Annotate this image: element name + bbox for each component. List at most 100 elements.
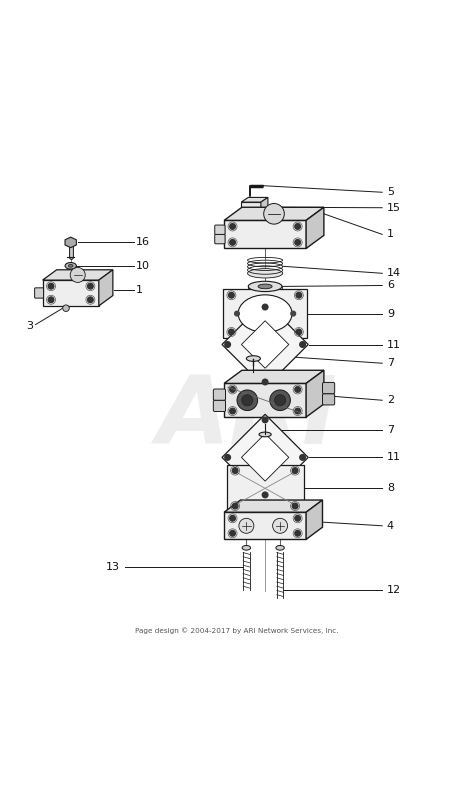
Polygon shape — [241, 197, 268, 202]
Circle shape — [237, 390, 257, 410]
Circle shape — [264, 204, 284, 224]
Circle shape — [262, 305, 268, 309]
Circle shape — [273, 518, 288, 533]
Circle shape — [232, 468, 238, 473]
Circle shape — [270, 390, 291, 410]
Circle shape — [228, 292, 234, 298]
Circle shape — [230, 516, 236, 521]
Circle shape — [295, 516, 301, 521]
Ellipse shape — [68, 264, 73, 267]
Text: 11: 11 — [387, 339, 401, 350]
Ellipse shape — [248, 281, 282, 292]
Circle shape — [291, 311, 296, 316]
Ellipse shape — [242, 545, 251, 550]
FancyBboxPatch shape — [213, 389, 226, 400]
Polygon shape — [241, 434, 289, 481]
Polygon shape — [227, 465, 303, 512]
Circle shape — [235, 311, 239, 316]
FancyBboxPatch shape — [215, 225, 225, 234]
Circle shape — [230, 387, 236, 393]
Circle shape — [262, 492, 268, 498]
Text: Page design © 2004-2017 by ARI Network Services, Inc.: Page design © 2004-2017 by ARI Network S… — [135, 627, 339, 633]
FancyBboxPatch shape — [35, 288, 44, 298]
Text: 5: 5 — [387, 187, 394, 197]
Text: 15: 15 — [387, 203, 401, 213]
Polygon shape — [65, 237, 76, 247]
Circle shape — [295, 408, 301, 414]
Ellipse shape — [247, 268, 283, 278]
Text: 6: 6 — [387, 280, 394, 291]
Circle shape — [300, 455, 305, 461]
Circle shape — [295, 531, 301, 536]
Circle shape — [274, 394, 286, 406]
Polygon shape — [306, 208, 324, 249]
Text: 12: 12 — [387, 585, 401, 595]
Polygon shape — [43, 270, 113, 280]
Text: 16: 16 — [137, 238, 150, 247]
Polygon shape — [222, 301, 308, 388]
Polygon shape — [222, 415, 308, 500]
Ellipse shape — [246, 356, 260, 361]
Text: 3: 3 — [26, 321, 33, 331]
Circle shape — [230, 531, 236, 536]
Ellipse shape — [258, 284, 272, 288]
Text: 8: 8 — [387, 483, 394, 494]
Polygon shape — [224, 221, 306, 249]
Text: 13: 13 — [106, 562, 120, 571]
Circle shape — [262, 379, 268, 385]
Polygon shape — [241, 321, 289, 368]
Polygon shape — [224, 512, 306, 540]
Circle shape — [296, 292, 301, 298]
Polygon shape — [224, 500, 322, 512]
Circle shape — [225, 342, 230, 347]
Text: 4: 4 — [387, 521, 394, 531]
Text: ARI: ARI — [156, 372, 337, 464]
Polygon shape — [99, 270, 113, 306]
Circle shape — [242, 394, 253, 406]
Circle shape — [239, 518, 254, 533]
Polygon shape — [43, 280, 99, 306]
Ellipse shape — [276, 545, 284, 550]
Text: 10: 10 — [137, 261, 150, 271]
Polygon shape — [224, 208, 324, 221]
Circle shape — [228, 329, 234, 335]
Circle shape — [88, 284, 93, 289]
Circle shape — [48, 284, 54, 289]
Circle shape — [225, 455, 230, 461]
Polygon shape — [306, 370, 324, 417]
Text: 1: 1 — [387, 229, 394, 239]
FancyBboxPatch shape — [215, 234, 225, 244]
Ellipse shape — [65, 263, 76, 269]
Circle shape — [292, 503, 298, 509]
FancyBboxPatch shape — [213, 400, 226, 411]
Circle shape — [295, 240, 301, 245]
Text: 7: 7 — [387, 358, 394, 368]
Circle shape — [230, 224, 236, 229]
Circle shape — [230, 240, 236, 245]
Circle shape — [292, 468, 298, 473]
Circle shape — [262, 417, 268, 423]
Circle shape — [63, 305, 69, 311]
Polygon shape — [261, 197, 268, 213]
Text: 7: 7 — [387, 425, 394, 435]
Text: 9: 9 — [387, 309, 394, 318]
Text: 11: 11 — [387, 452, 401, 462]
Text: 2: 2 — [387, 395, 394, 406]
Polygon shape — [223, 289, 307, 338]
Polygon shape — [224, 383, 306, 417]
Circle shape — [88, 297, 93, 302]
Polygon shape — [306, 500, 322, 540]
FancyBboxPatch shape — [322, 393, 335, 405]
Circle shape — [295, 224, 301, 229]
FancyBboxPatch shape — [322, 382, 335, 393]
Circle shape — [48, 297, 54, 302]
Circle shape — [230, 408, 236, 414]
Circle shape — [295, 387, 301, 393]
Text: 14: 14 — [387, 268, 401, 278]
Circle shape — [296, 329, 301, 335]
Text: 1: 1 — [137, 285, 143, 295]
Ellipse shape — [259, 432, 271, 437]
Circle shape — [232, 503, 238, 509]
Circle shape — [70, 267, 85, 283]
Polygon shape — [224, 370, 324, 383]
